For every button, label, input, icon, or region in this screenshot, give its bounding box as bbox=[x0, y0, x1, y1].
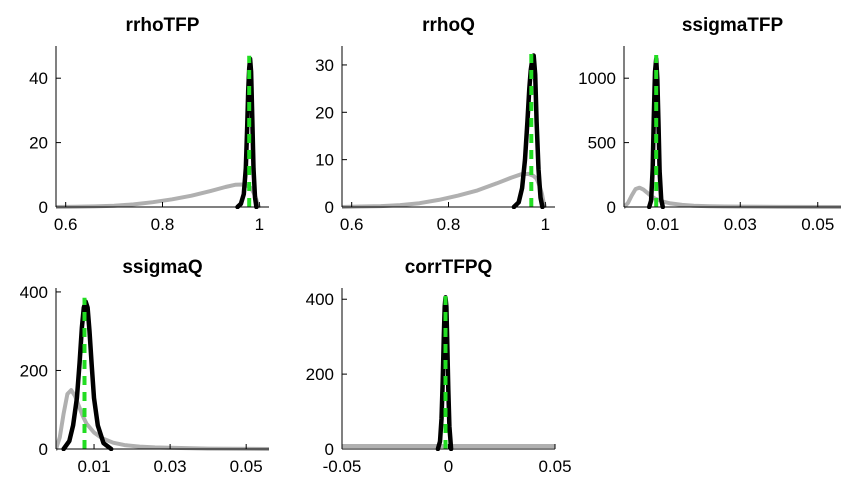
x-tick-label: 0.6 bbox=[340, 215, 364, 234]
series-group bbox=[56, 297, 269, 451]
series-group bbox=[342, 295, 555, 451]
subplot-3: ssigmaQ 0.01 0.03 0.05 0 200 400 bbox=[20, 257, 269, 476]
subplot-title: ssigmaQ bbox=[122, 257, 202, 278]
x-tick-label: 0.01 bbox=[77, 457, 110, 476]
subplot-title: corrTFPQ bbox=[405, 257, 493, 278]
x-tick-label: 0.05 bbox=[801, 215, 834, 234]
y-tick-label: 0 bbox=[325, 198, 334, 217]
y-tick-label: 10 bbox=[315, 151, 334, 170]
y-tick-label: 20 bbox=[315, 103, 334, 122]
series-group bbox=[342, 50, 547, 209]
x-tick-label: 0.01 bbox=[646, 215, 679, 234]
prior-line bbox=[56, 388, 269, 451]
prior-line bbox=[56, 182, 261, 209]
x-tick-label: 0.05 bbox=[538, 457, 571, 476]
x-tick-label: 0 bbox=[444, 457, 453, 476]
posterior-line bbox=[511, 53, 545, 209]
x-tick-label: 1 bbox=[541, 215, 550, 234]
subplot-0: rrhoTFP 0.6 0.8 1 0 20 40 bbox=[29, 15, 269, 234]
y-tick-label: 0 bbox=[325, 440, 334, 459]
x-tick-label: 0.03 bbox=[154, 457, 187, 476]
subplot-title: rrhoTFP bbox=[126, 15, 200, 36]
prior-line bbox=[342, 171, 547, 209]
y-tick-label: 20 bbox=[29, 134, 48, 153]
y-tick-label: 200 bbox=[306, 365, 334, 384]
x-tick-label: 0.6 bbox=[54, 215, 78, 234]
series-group bbox=[56, 55, 261, 209]
y-tick-label: 400 bbox=[306, 290, 334, 309]
subplot-title: ssigmaTFP bbox=[682, 15, 784, 36]
x-tick-label: 0.03 bbox=[724, 215, 757, 234]
y-tick-label: 30 bbox=[315, 56, 334, 75]
x-tick-label: 0.8 bbox=[437, 215, 461, 234]
y-tick-label: 500 bbox=[588, 134, 616, 153]
y-tick-label: 40 bbox=[29, 69, 48, 88]
y-tick-label: 200 bbox=[20, 361, 48, 380]
x-tick-label: 0.8 bbox=[151, 215, 175, 234]
subplot-title: rrhoQ bbox=[422, 15, 475, 36]
subplot-2: ssigmaTFP 0.01 0.03 0.05 0 500 1000 bbox=[578, 15, 841, 234]
y-tick-label: 0 bbox=[39, 198, 48, 217]
y-tick-label: 0 bbox=[39, 440, 48, 459]
y-tick-label: 0 bbox=[607, 198, 616, 217]
series-group bbox=[624, 55, 841, 209]
x-tick-label: 0.05 bbox=[230, 457, 263, 476]
y-tick-label: 400 bbox=[20, 283, 48, 302]
x-tick-label: 1 bbox=[255, 215, 264, 234]
posterior-line bbox=[235, 56, 259, 209]
x-tick-label: -0.05 bbox=[323, 457, 362, 476]
y-tick-label: 1000 bbox=[578, 69, 616, 88]
